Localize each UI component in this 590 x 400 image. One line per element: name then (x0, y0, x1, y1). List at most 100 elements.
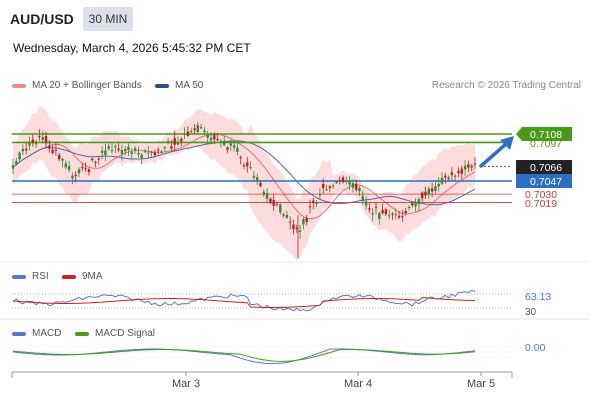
candlesticks (11, 121, 477, 258)
x-axis: Mar 3 Mar 4 Mar 5 (11, 371, 513, 390)
candle-body (368, 208, 371, 210)
candle-body (11, 165, 15, 169)
candle-body (223, 141, 226, 146)
candle-body (157, 149, 160, 151)
candle-body (411, 202, 414, 206)
candle-body (239, 157, 242, 159)
candle-body (81, 167, 84, 169)
candle-body (401, 216, 404, 218)
rsi-swatch (12, 274, 26, 279)
candle-body (160, 151, 163, 153)
price-label-0-7019: 0.7019 (525, 198, 557, 210)
candle-body (460, 168, 463, 174)
candle-body (94, 161, 97, 163)
candle-body (355, 183, 358, 190)
candle-body (229, 143, 232, 146)
candle-body (381, 210, 384, 214)
timeframe-button[interactable]: 30 MIN (83, 7, 133, 31)
candle-body (91, 158, 94, 161)
candle-body (54, 149, 58, 151)
candle-body (133, 148, 137, 151)
legend-ma50: MA 50 (155, 80, 203, 91)
candle-body (34, 143, 38, 145)
price-label-0-7097: 0.7097 (530, 138, 562, 150)
candle-body (28, 143, 31, 146)
candle-body (421, 192, 424, 199)
candle-body (71, 175, 74, 179)
level-lines (12, 133, 512, 203)
ma9-swatch (62, 274, 76, 279)
candle-body (51, 149, 54, 154)
candle-body (265, 193, 269, 199)
candle-body (312, 200, 315, 204)
candle-body (153, 152, 157, 155)
candle-body (140, 154, 143, 159)
candle-body (163, 147, 166, 149)
candle-body (335, 182, 338, 184)
price-label-text: 0.7047 (530, 176, 562, 188)
candle-body (38, 135, 41, 137)
candle-body (318, 193, 322, 196)
research-credit: Research © 2026 Trading Central (431, 80, 581, 91)
candle-body (249, 167, 252, 169)
candle-body (100, 150, 104, 153)
candle-body (282, 214, 285, 216)
candle-body (216, 139, 219, 141)
candle-body (437, 183, 440, 187)
candle-body (203, 130, 206, 133)
candle-body (107, 146, 110, 149)
candle-body (170, 146, 173, 149)
candle-body (246, 162, 249, 167)
datetime-label: Wednesday, March 4, 2026 5:45:32 PM CET (13, 41, 251, 55)
price-label-0-7108: 0.7108 (516, 127, 572, 141)
candle-body (289, 221, 292, 223)
price-label-text: 0.7108 (530, 129, 562, 141)
candle-body (31, 139, 34, 143)
candle-body (67, 166, 71, 170)
bollinger-band (13, 106, 475, 262)
candle-body (61, 158, 64, 161)
candle-body (444, 175, 447, 178)
candle-body (467, 164, 470, 168)
candle-body (64, 163, 67, 168)
candle-body (127, 146, 130, 151)
legend-macd-signal: MACD Signal (75, 328, 155, 339)
candle-body (292, 224, 295, 230)
candle-body (275, 203, 279, 205)
candle-body (143, 151, 147, 153)
candle-body (447, 177, 450, 180)
candle-body (407, 206, 411, 208)
ma50-swatch (155, 83, 169, 88)
candle-body (259, 182, 262, 187)
candle-body (450, 172, 454, 176)
legend-macd-label: MACD (32, 328, 62, 339)
candle-body (173, 138, 176, 145)
candle-body (440, 177, 444, 184)
candle-body (361, 196, 364, 200)
legend-macd-signal-label: MACD Signal (95, 328, 156, 339)
candle-body (199, 127, 203, 129)
legend-rsi: RSI (12, 271, 49, 282)
moving-averages (12, 133, 476, 220)
candle-body (397, 215, 401, 218)
candle-body (457, 170, 460, 174)
ma20-line (12, 133, 476, 220)
candle-body (114, 146, 117, 148)
candle-body (364, 201, 368, 206)
candle-body (463, 165, 467, 170)
candle-body (427, 188, 430, 195)
candle-body (269, 198, 272, 203)
candle-body (302, 219, 305, 225)
candle-body (176, 143, 180, 145)
candle-body (374, 206, 378, 208)
candle-body (44, 136, 48, 144)
price-label-text: 0.7097 (530, 138, 562, 150)
candle-body (97, 158, 100, 160)
candle-body (391, 213, 394, 215)
candle-body (338, 180, 341, 182)
candle-body (130, 152, 133, 155)
candle-body (358, 187, 361, 192)
price-label-0-7047: 0.7047 (516, 174, 572, 188)
candle-body (470, 165, 473, 168)
